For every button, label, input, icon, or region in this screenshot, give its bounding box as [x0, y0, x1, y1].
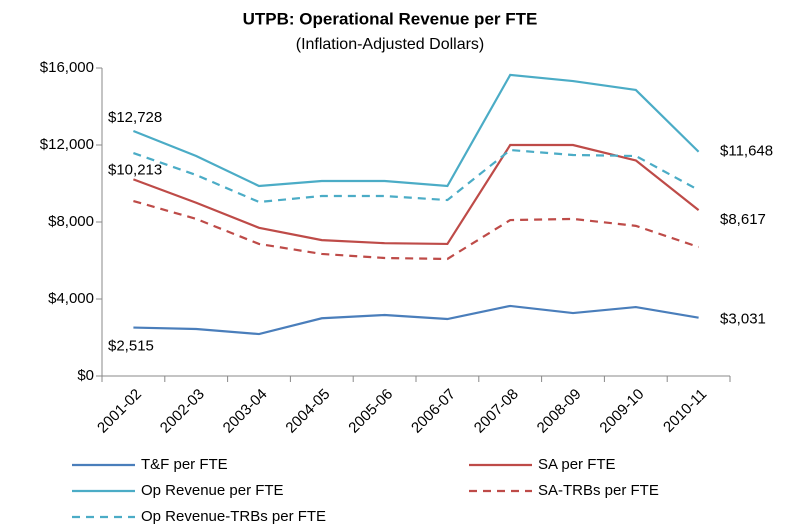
x-tick-label: 2010-11 — [660, 386, 710, 436]
series-line — [133, 199, 699, 261]
x-tick-label: 2004-05 — [282, 386, 333, 437]
data-label: $11,648 — [720, 143, 773, 160]
x-tick-label: 2008-09 — [534, 386, 585, 437]
series-line — [133, 143, 700, 246]
chart-subtitle: (Inflation-Adjusted Dollars) — [296, 36, 485, 53]
x-tick-label: 2006-07 — [408, 386, 459, 437]
data-label: $2,515 — [108, 338, 154, 355]
legend-label: T&F per FTE — [141, 456, 228, 473]
series-line — [132, 73, 700, 188]
y-tick-label: $0 — [77, 367, 94, 384]
legend-label: SA-TRBs per FTE — [538, 482, 659, 499]
x-tick-label: 2002-03 — [157, 386, 208, 437]
series-line — [133, 148, 700, 204]
x-tick-label: 2001-02 — [94, 386, 145, 437]
x-tick-label: 2007-08 — [471, 386, 522, 437]
x-tick-label: 2005-06 — [345, 386, 396, 437]
y-tick-label: $4,000 — [48, 290, 94, 307]
data-label: $12,728 — [108, 109, 162, 126]
data-label: $10,213 — [108, 161, 162, 178]
y-tick-label: $8,000 — [48, 213, 94, 230]
legend-label: Op Revenue-TRBs per FTE — [141, 508, 326, 525]
y-tick-label: $16,000 — [40, 59, 94, 76]
chart-title: UTPB: Operational Revenue per FTE — [243, 9, 538, 28]
legend-label: Op Revenue per FTE — [141, 482, 284, 499]
series-line — [133, 304, 699, 336]
data-label: $3,031 — [720, 311, 766, 328]
y-tick-label: $12,000 — [40, 136, 94, 153]
x-tick-label: 2003-04 — [220, 386, 271, 437]
data-label: $8,617 — [720, 211, 766, 228]
legend-label: SA per FTE — [538, 456, 616, 473]
x-tick-label: 2009-10 — [596, 386, 647, 437]
